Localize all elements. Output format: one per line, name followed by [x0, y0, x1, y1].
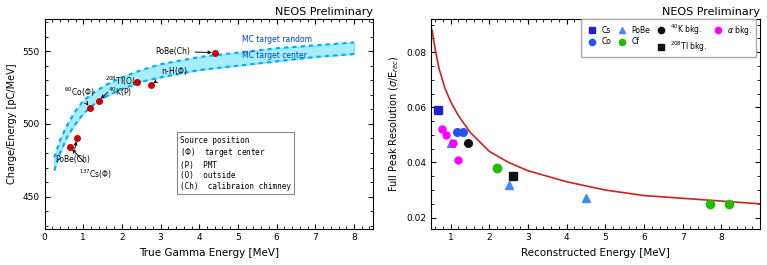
Text: NEOS Preliminary: NEOS Preliminary: [275, 7, 374, 17]
Text: $^{60}$Co($\Phi$): $^{60}$Co($\Phi$): [64, 86, 94, 105]
Text: $^{40}$K(P): $^{40}$K(P): [108, 82, 137, 99]
Y-axis label: Charge/Energy [pC/MeV]: Charge/Energy [pC/MeV]: [7, 64, 17, 184]
Text: $^{137}$Cs($\Phi$): $^{137}$Cs($\Phi$): [73, 150, 112, 181]
X-axis label: True Gamma Energy [MeV]: True Gamma Energy [MeV]: [139, 248, 279, 258]
Text: Source position
($\Phi$)  target center
(P)  PMT
(O)  outside
(Ch)  calibraion c: Source position ($\Phi$) target center (…: [180, 135, 291, 191]
Text: NEOS Preliminary: NEOS Preliminary: [662, 7, 760, 17]
Text: MC target random: MC target random: [242, 35, 312, 44]
X-axis label: Reconstructed Energy [MeV]: Reconstructed Energy [MeV]: [522, 248, 670, 258]
Y-axis label: Full Peak Resolution ($\sigma$/E$_{rec}$): Full Peak Resolution ($\sigma$/E$_{rec}$…: [387, 55, 401, 192]
Text: $^{208}$Tl(O): $^{208}$Tl(O): [101, 74, 135, 98]
Text: MC target center: MC target center: [242, 51, 307, 60]
Text: PoBe(Ch): PoBe(Ch): [55, 142, 91, 164]
Text: n-H($\Phi$): n-H($\Phi$): [154, 65, 187, 83]
Text: PoBe(Ch): PoBe(Ch): [155, 47, 211, 56]
Legend: Cs, Co, PoBe, Cf, $^{40}$K bkg., $^{208}$Tl bkg., $\alpha$ bkg.: Cs, Co, PoBe, Cf, $^{40}$K bkg., $^{208}…: [581, 19, 756, 58]
